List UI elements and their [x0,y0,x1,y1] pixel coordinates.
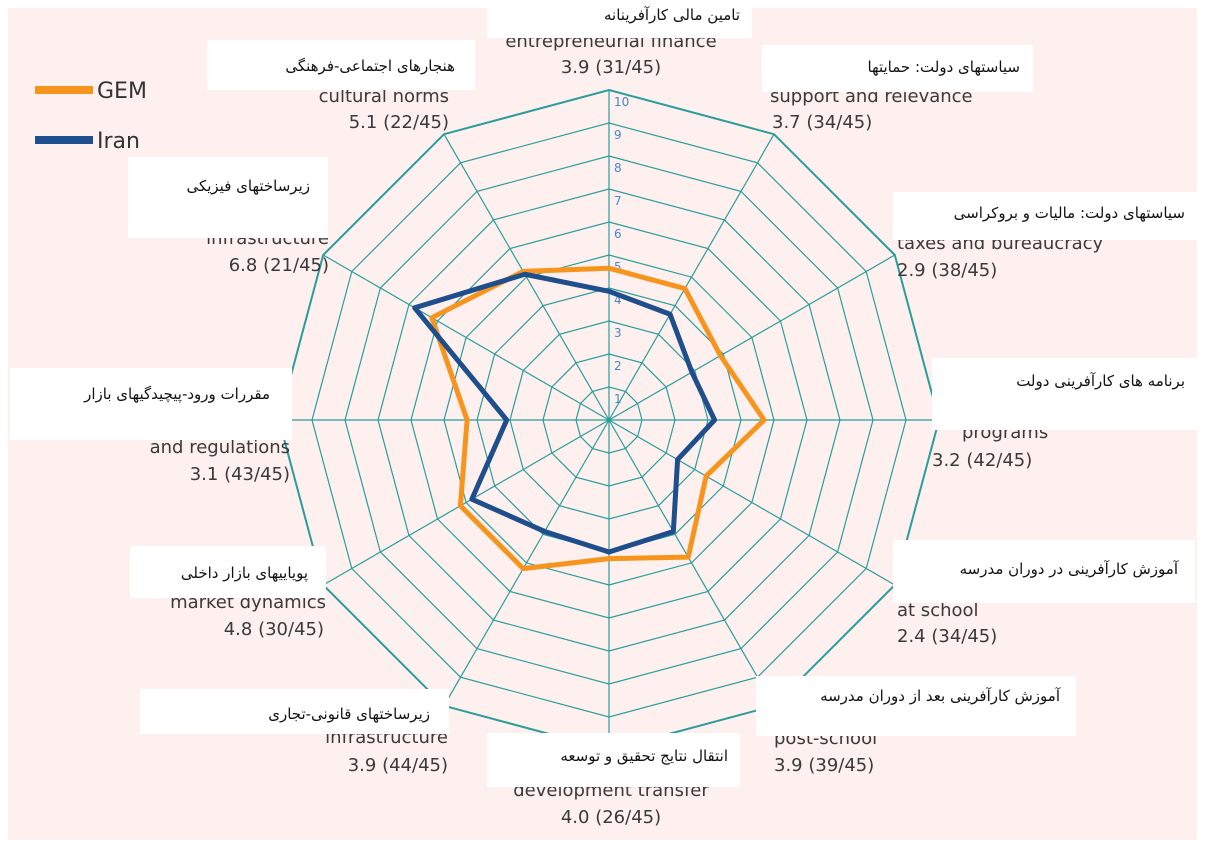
label-box [893,192,1197,240]
axis-label-persian: تامین مالی کارآفرینانه [604,6,740,24]
legend-label: GEM [97,79,147,104]
axis-label-persian: مقررات ورود-پیچیدگیهای بازار [83,385,270,404]
r-tick-label: 7 [614,194,622,208]
axis-value-label: 3.9 (31/45) [561,57,661,78]
axis-value-label: 3.7 (34/45) [772,112,872,133]
r-tick-label: 3 [614,326,622,340]
axis-value-label: 3.1 (43/45) [190,464,290,485]
axis-label-persian: پویاییهای بازار داخلی [181,564,308,583]
label-box [207,40,475,90]
spoke [443,419,610,707]
axis-value-label: 2.9 (38/45) [897,260,997,281]
label-box [130,546,326,598]
axis-value-label: 6.8 (21/45) [229,255,329,276]
axis-value-label: 2.4 (34/45) [897,626,997,647]
r-tick-label: 8 [614,161,622,175]
label-box [893,540,1195,603]
axis-value-label: 4.8 (30/45) [224,619,324,640]
spoke [608,254,896,421]
spoke [608,419,896,586]
label-box [487,733,740,787]
axis-label-persian: برنامه های کارآفرینی دولت [1016,372,1185,390]
label-box [140,689,449,734]
spoke [322,254,610,421]
axis-label-persian: سیاستهای دولت: مالیات و بروکراسی [954,204,1185,222]
spoke [608,133,775,421]
axis-label-persian: زیرساختهای قانونی-تجاری [268,705,430,723]
axis-label-persian: آموزش کارآفرینی بعد از دوران مدرسه [820,687,1061,705]
r-tick-label: 1 [614,392,622,406]
r-tick-label: 9 [614,128,622,142]
series-line [429,265,767,572]
label-box [10,368,292,440]
legend-label: Iran [97,129,140,154]
axis-value-label: 4.0 (26/45) [561,807,661,828]
axis-value-label: 3.9 (39/45) [774,755,874,776]
axis-value-label: 3.2 (42/45) [932,450,1032,471]
spoke [322,419,610,586]
axis-label-persian: زیرساختهای فیزیکی [186,177,310,195]
r-tick-label: 10 [614,95,629,109]
axis-label-persian: آموزش کارآفرینی در دوران مدرسه [960,560,1179,578]
label-box [128,157,328,238]
r-tick-label: 4 [614,293,622,307]
axis-label-persian: هنجارهای اجتماعی-فرهنگی [285,57,455,75]
axis-label-persian: سیاستهای دولت: حمایتها [868,58,1021,76]
axis-label: at school [897,600,979,621]
series-line [412,271,718,555]
axis-label: and regulations [150,437,290,458]
axis-label: cultural norms [319,86,449,107]
label-box [756,676,1076,736]
axis-value-label: 5.1 (22/45) [349,112,449,133]
r-tick-label: 2 [614,359,622,373]
r-tick-label: 6 [614,227,622,241]
axis-label-persian: انتقال نتایج تحقیق و توسعه [560,747,728,765]
label-box [487,0,752,38]
axis-value-label: 3.9 (44/45) [348,755,448,776]
label-box [932,358,1197,430]
spoke [608,419,775,707]
label-box [762,45,1033,92]
r-tick-label: 5 [614,260,622,274]
